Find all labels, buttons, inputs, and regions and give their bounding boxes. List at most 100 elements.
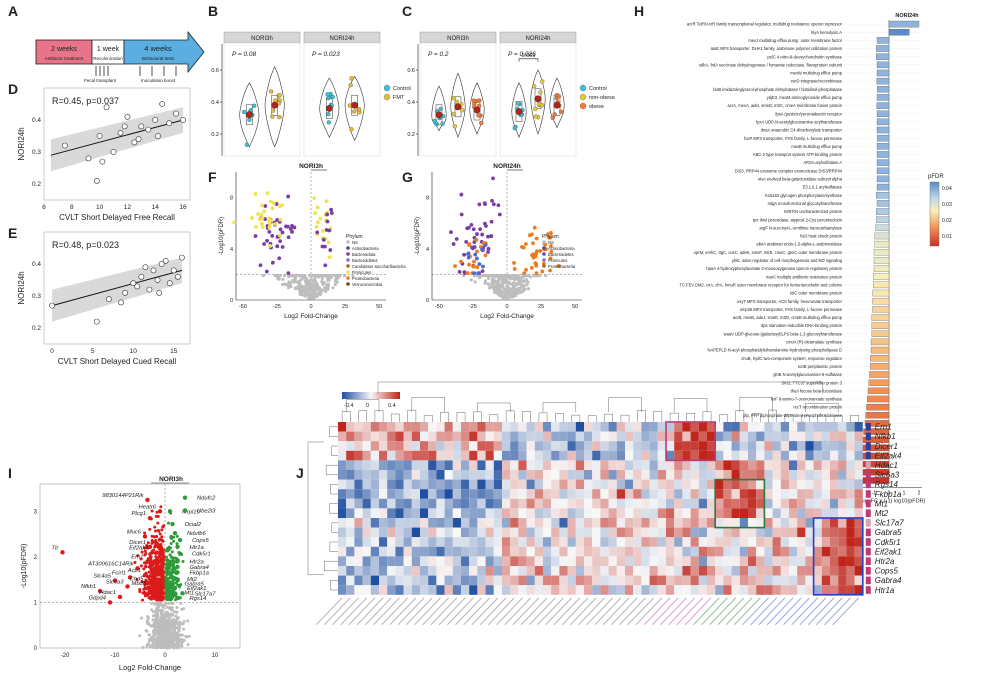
heatmap-cell [420, 422, 429, 432]
ns-point [160, 613, 164, 617]
column-label-stub [545, 597, 573, 626]
heatmap-cell [682, 450, 691, 461]
panel-letter-b: B [208, 3, 218, 19]
heatmap-cell [674, 585, 683, 595]
sig-point [466, 252, 470, 256]
heatmap-cell [567, 479, 576, 490]
heatmap-cell [444, 508, 453, 518]
heatmap-cell [493, 585, 502, 595]
heatmap-cell [526, 470, 535, 480]
heatmap-cell [772, 546, 781, 557]
sig-point [486, 246, 491, 251]
heatmap-cell [559, 489, 568, 499]
heatmap-cell [551, 546, 560, 557]
heatmap-cell [838, 508, 847, 518]
gene-label: Ocial2 [185, 522, 202, 528]
up-point [166, 549, 170, 553]
up-point [175, 534, 179, 538]
heatmap-cell [584, 527, 593, 538]
ns-point [293, 286, 298, 290]
ns-point [158, 644, 162, 648]
heatmap-cell [502, 546, 511, 557]
up-point [176, 578, 180, 582]
heatmap-cell [518, 422, 527, 432]
up-point [174, 581, 178, 585]
heatmap-cell [838, 441, 847, 451]
heatmap-cell [731, 575, 740, 586]
gene-color-tag [865, 538, 871, 546]
heatmap-cell [715, 489, 724, 499]
heatmap-cell [600, 518, 609, 528]
up-point [172, 535, 176, 539]
x-tick-label: 2 [918, 491, 921, 497]
ns-point [503, 290, 508, 294]
heatmap-cell [846, 575, 855, 586]
panel-title: NORI3h [159, 476, 183, 483]
heatmap-cell [518, 575, 527, 586]
legend-label: FMT [393, 95, 405, 101]
ns-point [283, 282, 287, 287]
heatmap-cell [846, 431, 855, 442]
heatmap-cell [805, 431, 814, 442]
gene-color-tag [865, 461, 871, 469]
heatmap-cell [698, 527, 707, 538]
legend-label: Actinobacteria [548, 246, 575, 251]
sig-point [548, 268, 553, 273]
sig-point [256, 212, 260, 216]
heatmap-cell [534, 460, 543, 470]
ns-point [500, 283, 504, 287]
heatmap-cell [846, 479, 855, 490]
heatmap-cell [346, 422, 355, 432]
heatmap-cell [559, 431, 568, 442]
heatmap-cell [739, 479, 748, 490]
gene-point [175, 544, 180, 550]
heatmap-cell [526, 422, 535, 432]
bar-label: E3.1.6.1 arylsulfatase [803, 185, 843, 190]
heatmap-cell [510, 489, 519, 499]
ns-point [319, 290, 323, 295]
legend-swatch [383, 84, 391, 92]
data-point [540, 79, 545, 84]
data-point [454, 99, 459, 105]
sig-point [320, 229, 325, 233]
heatmap-cell [682, 566, 691, 576]
heatmap-cell [428, 508, 437, 518]
heatmap-cell [461, 508, 470, 518]
heatmap-cell [395, 546, 404, 557]
panel-j-heatmap: -0.4 0 0.4Ern1Nfkb1Dicer1Eif2ak4Hdac1Slc6a… [307, 381, 904, 626]
heatmap-cell [797, 441, 806, 451]
heatmap-cell [846, 518, 855, 528]
heatmap-cell [805, 460, 814, 470]
heatmap-cell [551, 489, 560, 499]
heatmap-cell [616, 566, 625, 576]
heatmap-cell [452, 585, 461, 595]
heatmap-cell [854, 460, 863, 470]
heatmap-cell [772, 508, 781, 518]
gene-point [117, 594, 123, 600]
heatmap-cell [584, 450, 593, 461]
data-point [138, 123, 145, 130]
heatmap-cell [575, 422, 584, 432]
x-tick-label: 5 [91, 348, 95, 355]
column-label-stub [496, 597, 523, 626]
heatmap-cell [395, 518, 404, 528]
dendro-branch [329, 503, 338, 514]
heatmap-cell [584, 575, 593, 586]
heatmap-cell [338, 431, 347, 442]
heatmap-cell [854, 431, 863, 442]
column-label-stub [742, 597, 769, 626]
data-point [330, 94, 335, 100]
sig-point [471, 227, 476, 232]
ns-point [157, 604, 161, 608]
mean-point [515, 108, 523, 116]
heatmap-cell [641, 470, 650, 480]
fit-line [51, 269, 183, 307]
y-tick-label: 0.2 [32, 325, 41, 332]
heatmap-cell [354, 556, 363, 566]
heatmap-cell [739, 508, 748, 518]
heatmap-cell [559, 527, 568, 538]
heatmap-cell [748, 527, 757, 538]
heatmap-cell [772, 527, 781, 538]
heatmap-cell [854, 556, 863, 566]
heatmap-cell [362, 518, 371, 528]
